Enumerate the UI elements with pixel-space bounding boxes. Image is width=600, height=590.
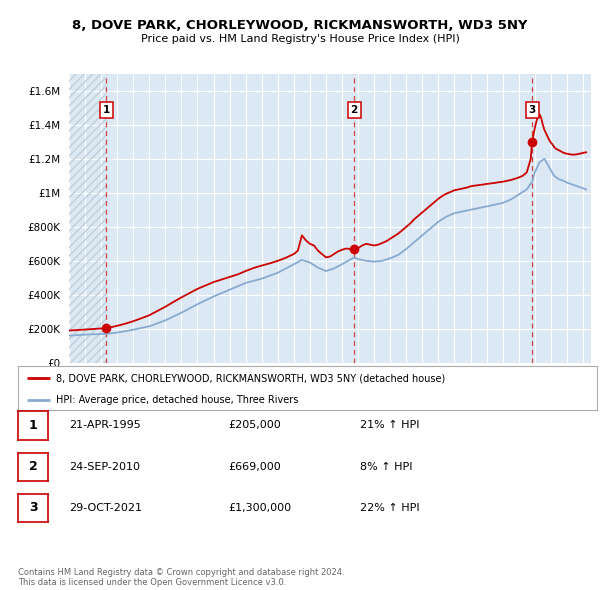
- Text: 8, DOVE PARK, CHORLEYWOOD, RICKMANSWORTH, WD3 5NY: 8, DOVE PARK, CHORLEYWOOD, RICKMANSWORTH…: [72, 19, 528, 32]
- Text: Price paid vs. HM Land Registry's House Price Index (HPI): Price paid vs. HM Land Registry's House …: [140, 34, 460, 44]
- Text: 29-OCT-2021: 29-OCT-2021: [69, 503, 142, 513]
- Text: 2: 2: [350, 105, 358, 115]
- Text: 8% ↑ HPI: 8% ↑ HPI: [360, 462, 413, 471]
- Text: 21-APR-1995: 21-APR-1995: [69, 421, 141, 430]
- Text: 2: 2: [29, 460, 37, 473]
- Bar: [69, 74, 106, 363]
- Text: 24-SEP-2010: 24-SEP-2010: [69, 462, 140, 471]
- Text: Contains HM Land Registry data © Crown copyright and database right 2024.
This d: Contains HM Land Registry data © Crown c…: [18, 568, 344, 587]
- Text: £669,000: £669,000: [228, 462, 281, 471]
- Text: 1: 1: [29, 419, 37, 432]
- Text: 1: 1: [103, 105, 110, 115]
- Text: 8, DOVE PARK, CHORLEYWOOD, RICKMANSWORTH, WD3 5NY (detached house): 8, DOVE PARK, CHORLEYWOOD, RICKMANSWORTH…: [56, 373, 445, 383]
- Text: 3: 3: [529, 105, 536, 115]
- Text: £1,300,000: £1,300,000: [228, 503, 291, 513]
- Text: 21% ↑ HPI: 21% ↑ HPI: [360, 421, 419, 430]
- Text: HPI: Average price, detached house, Three Rivers: HPI: Average price, detached house, Thre…: [56, 395, 298, 405]
- Text: 3: 3: [29, 502, 37, 514]
- Text: £205,000: £205,000: [228, 421, 281, 430]
- Text: 22% ↑ HPI: 22% ↑ HPI: [360, 503, 419, 513]
